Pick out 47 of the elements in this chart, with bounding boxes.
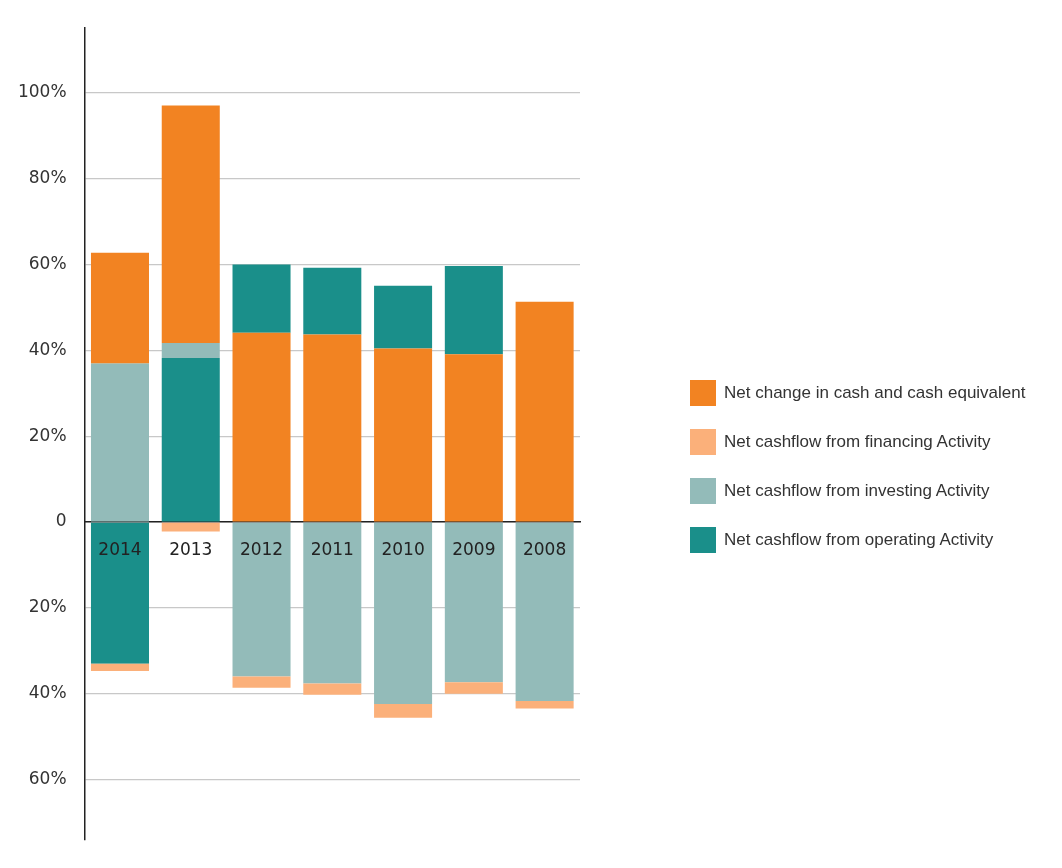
bar [161,342,220,358]
bar [303,522,362,684]
bar [374,285,433,349]
y-tick-label: 0 [55,510,67,531]
legend-label: Net change in cash and cash equivalent [724,383,1026,403]
bar [444,522,503,683]
y-tick-label: 60% [28,768,67,789]
bar [374,348,433,522]
bar [161,357,220,522]
x-tick-label: 2010 [381,538,425,559]
legend-label: Net cashflow from financing Activity [724,432,991,452]
bar [444,682,503,694]
bar [303,683,362,695]
bar [161,105,220,343]
legend-label: Net cashflow from investing Activity [724,481,990,501]
bar [90,252,149,364]
bar [303,267,362,335]
bar [444,354,503,522]
bar [232,522,291,677]
bar [374,522,433,705]
bar [232,264,291,333]
bar [515,522,574,702]
bar [232,332,291,522]
y-tick-label: 60% [28,252,67,273]
legend-label: Net cashflow from operating Activity [724,530,994,550]
bar [515,701,574,709]
x-tick-label: 2012 [239,538,284,559]
x-tick-label: 2011 [310,538,354,559]
y-tick-label: 40% [28,682,67,703]
y-tick-label: 100% [17,81,67,102]
bar [90,522,149,664]
bar [515,301,574,522]
y-tick-label: 40% [28,338,67,359]
bar [90,663,149,672]
bar [374,704,433,718]
bar [444,266,503,355]
x-tick-label: 2009 [452,538,496,559]
x-tick-label: 2008 [522,538,567,559]
y-tick-label: 80% [28,166,67,187]
bar [161,522,220,532]
x-tick-label: 2014 [98,538,142,559]
bar [232,676,291,688]
x-tick-label: 2013 [169,538,213,559]
bar [90,363,149,522]
y-tick-label: 20% [28,596,67,617]
bar [303,334,362,522]
y-tick-label: 20% [28,424,67,445]
